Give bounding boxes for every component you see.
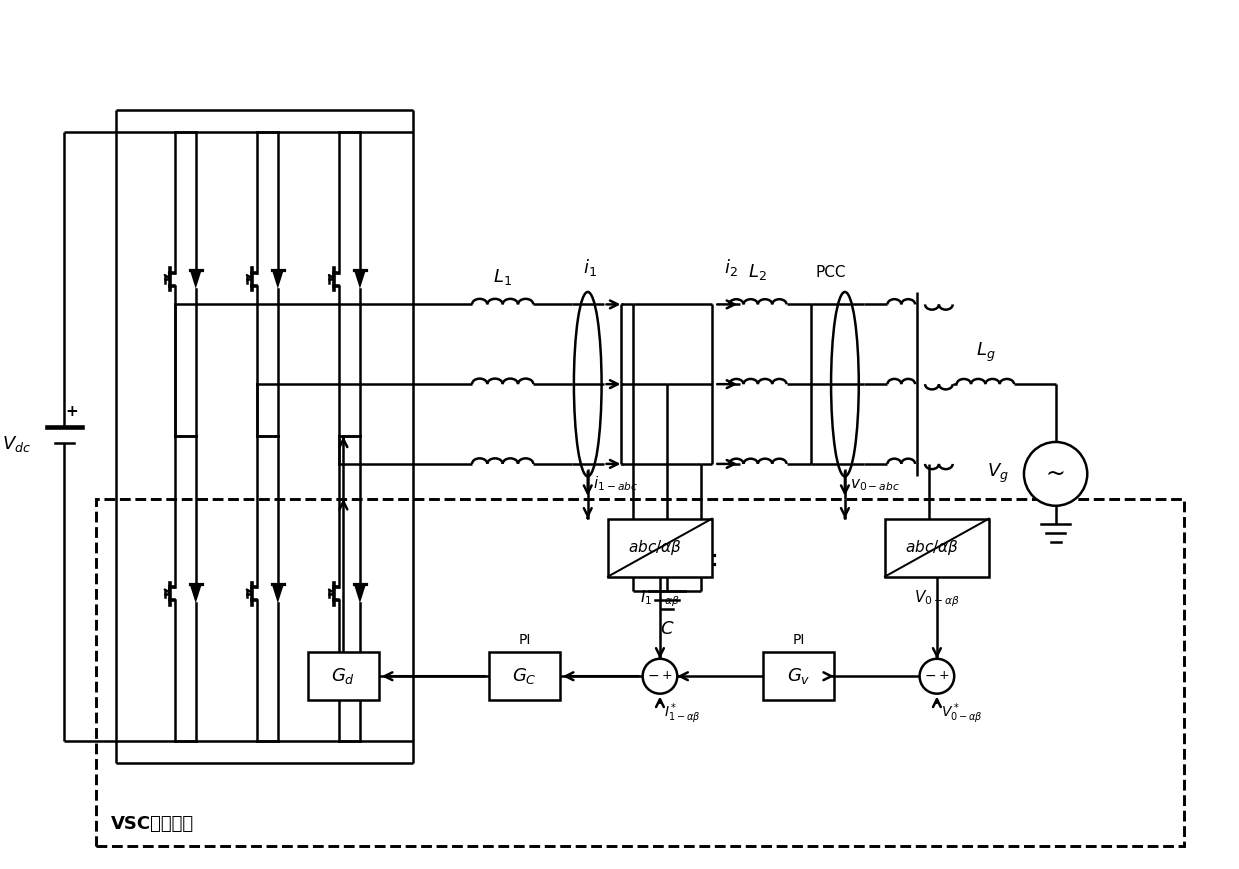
Text: VSC控制策略: VSC控制策略 <box>112 815 195 833</box>
Bar <box>885 519 989 576</box>
Text: $V_{0-\alpha\beta}$: $V_{0-\alpha\beta}$ <box>914 588 960 609</box>
Text: $I_{1-\alpha\beta}^*$: $I_{1-\alpha\beta}^*$ <box>664 701 700 726</box>
Circle shape <box>643 659 678 693</box>
Text: $i_{1-abc}$: $i_{1-abc}$ <box>592 474 638 493</box>
Circle shape <box>1023 442 1088 506</box>
Bar <box>307 653 379 700</box>
Bar <box>608 519 712 576</box>
Text: PI: PI <box>792 634 804 647</box>
Text: $+$: $+$ <box>660 669 672 681</box>
Text: $i_1$: $i_1$ <box>582 256 597 277</box>
Text: $L_g$: $L_g$ <box>975 341 995 364</box>
Text: $V_{dc}$: $V_{dc}$ <box>2 434 31 454</box>
Text: $L_1$: $L_1$ <box>493 267 512 287</box>
Polygon shape <box>354 269 366 289</box>
Text: PCC: PCC <box>815 264 846 280</box>
Polygon shape <box>271 269 284 289</box>
Text: PI: PI <box>518 634 530 647</box>
Text: $-$: $-$ <box>647 668 659 682</box>
Text: $G_d$: $G_d$ <box>331 667 356 687</box>
Text: $+$: $+$ <box>938 669 949 681</box>
Polygon shape <box>190 584 202 603</box>
Bar <box>763 653 834 700</box>
Text: $abc/\alpha\beta$: $abc/\alpha\beta$ <box>904 538 959 557</box>
Text: $v_{0-abc}$: $v_{0-abc}$ <box>850 477 900 493</box>
Polygon shape <box>190 269 202 289</box>
Text: $V_g$: $V_g$ <box>987 462 1009 486</box>
Text: $-$: $-$ <box>924 668 937 682</box>
Polygon shape <box>354 584 366 603</box>
Text: $L_2$: $L_2$ <box>748 262 767 282</box>
Text: $G_C$: $G_C$ <box>512 667 536 687</box>
Circle shape <box>919 659 954 693</box>
Text: ~: ~ <box>1046 462 1066 486</box>
Text: $G_v$: $G_v$ <box>787 667 810 687</box>
Text: $i_2$: $i_2$ <box>724 256 737 277</box>
Text: $C$: $C$ <box>659 620 674 639</box>
Bar <box>489 653 560 700</box>
Text: $abc/\alpha\beta$: $abc/\alpha\beta$ <box>628 538 681 557</box>
Polygon shape <box>271 584 284 603</box>
Bar <box>97 499 1184 846</box>
Text: $V_{0-\alpha\beta}^*$: $V_{0-\alpha\beta}^*$ <box>940 701 983 726</box>
Text: $I_{1-\alpha\beta}$: $I_{1-\alpha\beta}$ <box>641 588 680 609</box>
Text: +: + <box>64 404 78 419</box>
